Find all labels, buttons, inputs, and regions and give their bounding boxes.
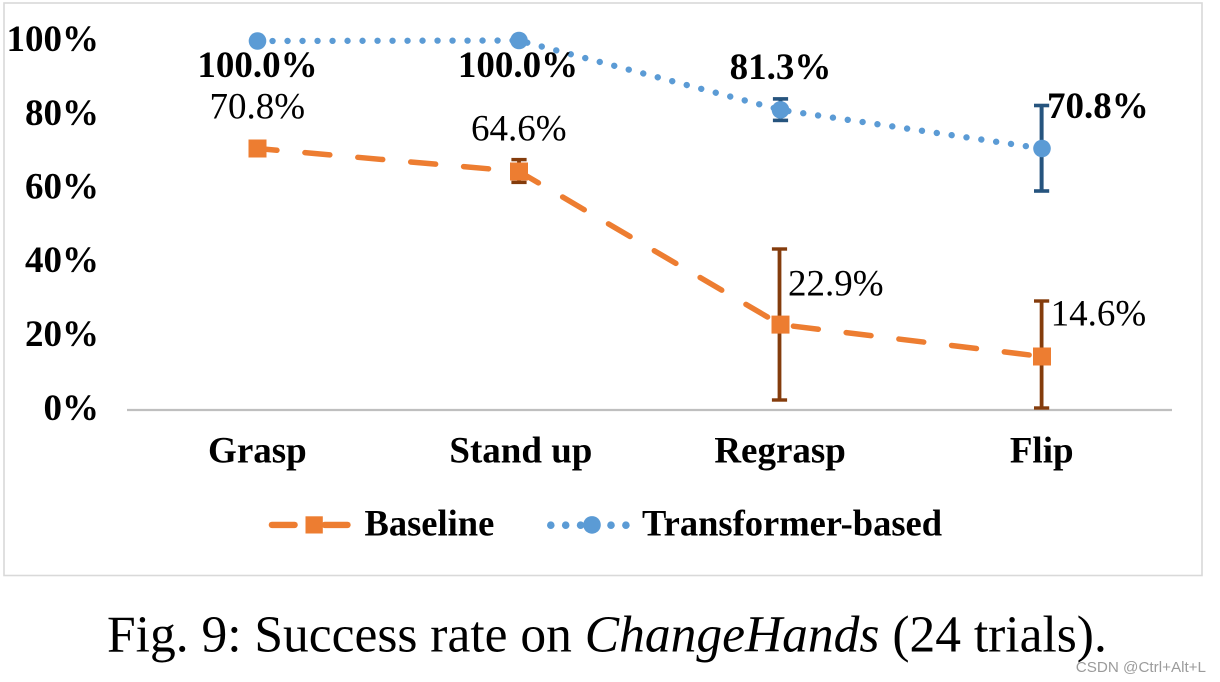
svg-text:100%: 100% bbox=[7, 19, 100, 60]
svg-text:14.6%: 14.6% bbox=[1051, 294, 1147, 335]
svg-text:80%: 80% bbox=[25, 93, 99, 134]
svg-text:Transformer-based: Transformer-based bbox=[642, 503, 942, 544]
svg-text:81.3%: 81.3% bbox=[730, 47, 832, 88]
svg-text:22.9%: 22.9% bbox=[788, 264, 884, 305]
svg-text:60%: 60% bbox=[25, 167, 99, 208]
svg-text:Flip: Flip bbox=[1010, 431, 1074, 472]
svg-text:0%: 0% bbox=[44, 388, 100, 429]
svg-text:Grasp: Grasp bbox=[208, 431, 307, 472]
svg-text:Baseline: Baseline bbox=[365, 503, 495, 544]
svg-text:70.8%: 70.8% bbox=[210, 87, 306, 128]
svg-text:100.0%: 100.0% bbox=[458, 45, 578, 86]
svg-text:70.8%: 70.8% bbox=[1047, 86, 1149, 127]
svg-text:40%: 40% bbox=[25, 240, 99, 281]
svg-text:Fig. 9: Success rate on Change: Fig. 9: Success rate on ChangeHands (24 … bbox=[107, 607, 1107, 664]
svg-text:CSDN @Ctrl+Alt+L: CSDN @Ctrl+Alt+L bbox=[1076, 659, 1206, 676]
svg-text:Stand up: Stand up bbox=[449, 431, 592, 472]
svg-text:100.0%: 100.0% bbox=[197, 45, 317, 86]
svg-text:Regrasp: Regrasp bbox=[714, 431, 846, 472]
svg-text:20%: 20% bbox=[25, 314, 99, 355]
svg-text:64.6%: 64.6% bbox=[471, 109, 567, 150]
